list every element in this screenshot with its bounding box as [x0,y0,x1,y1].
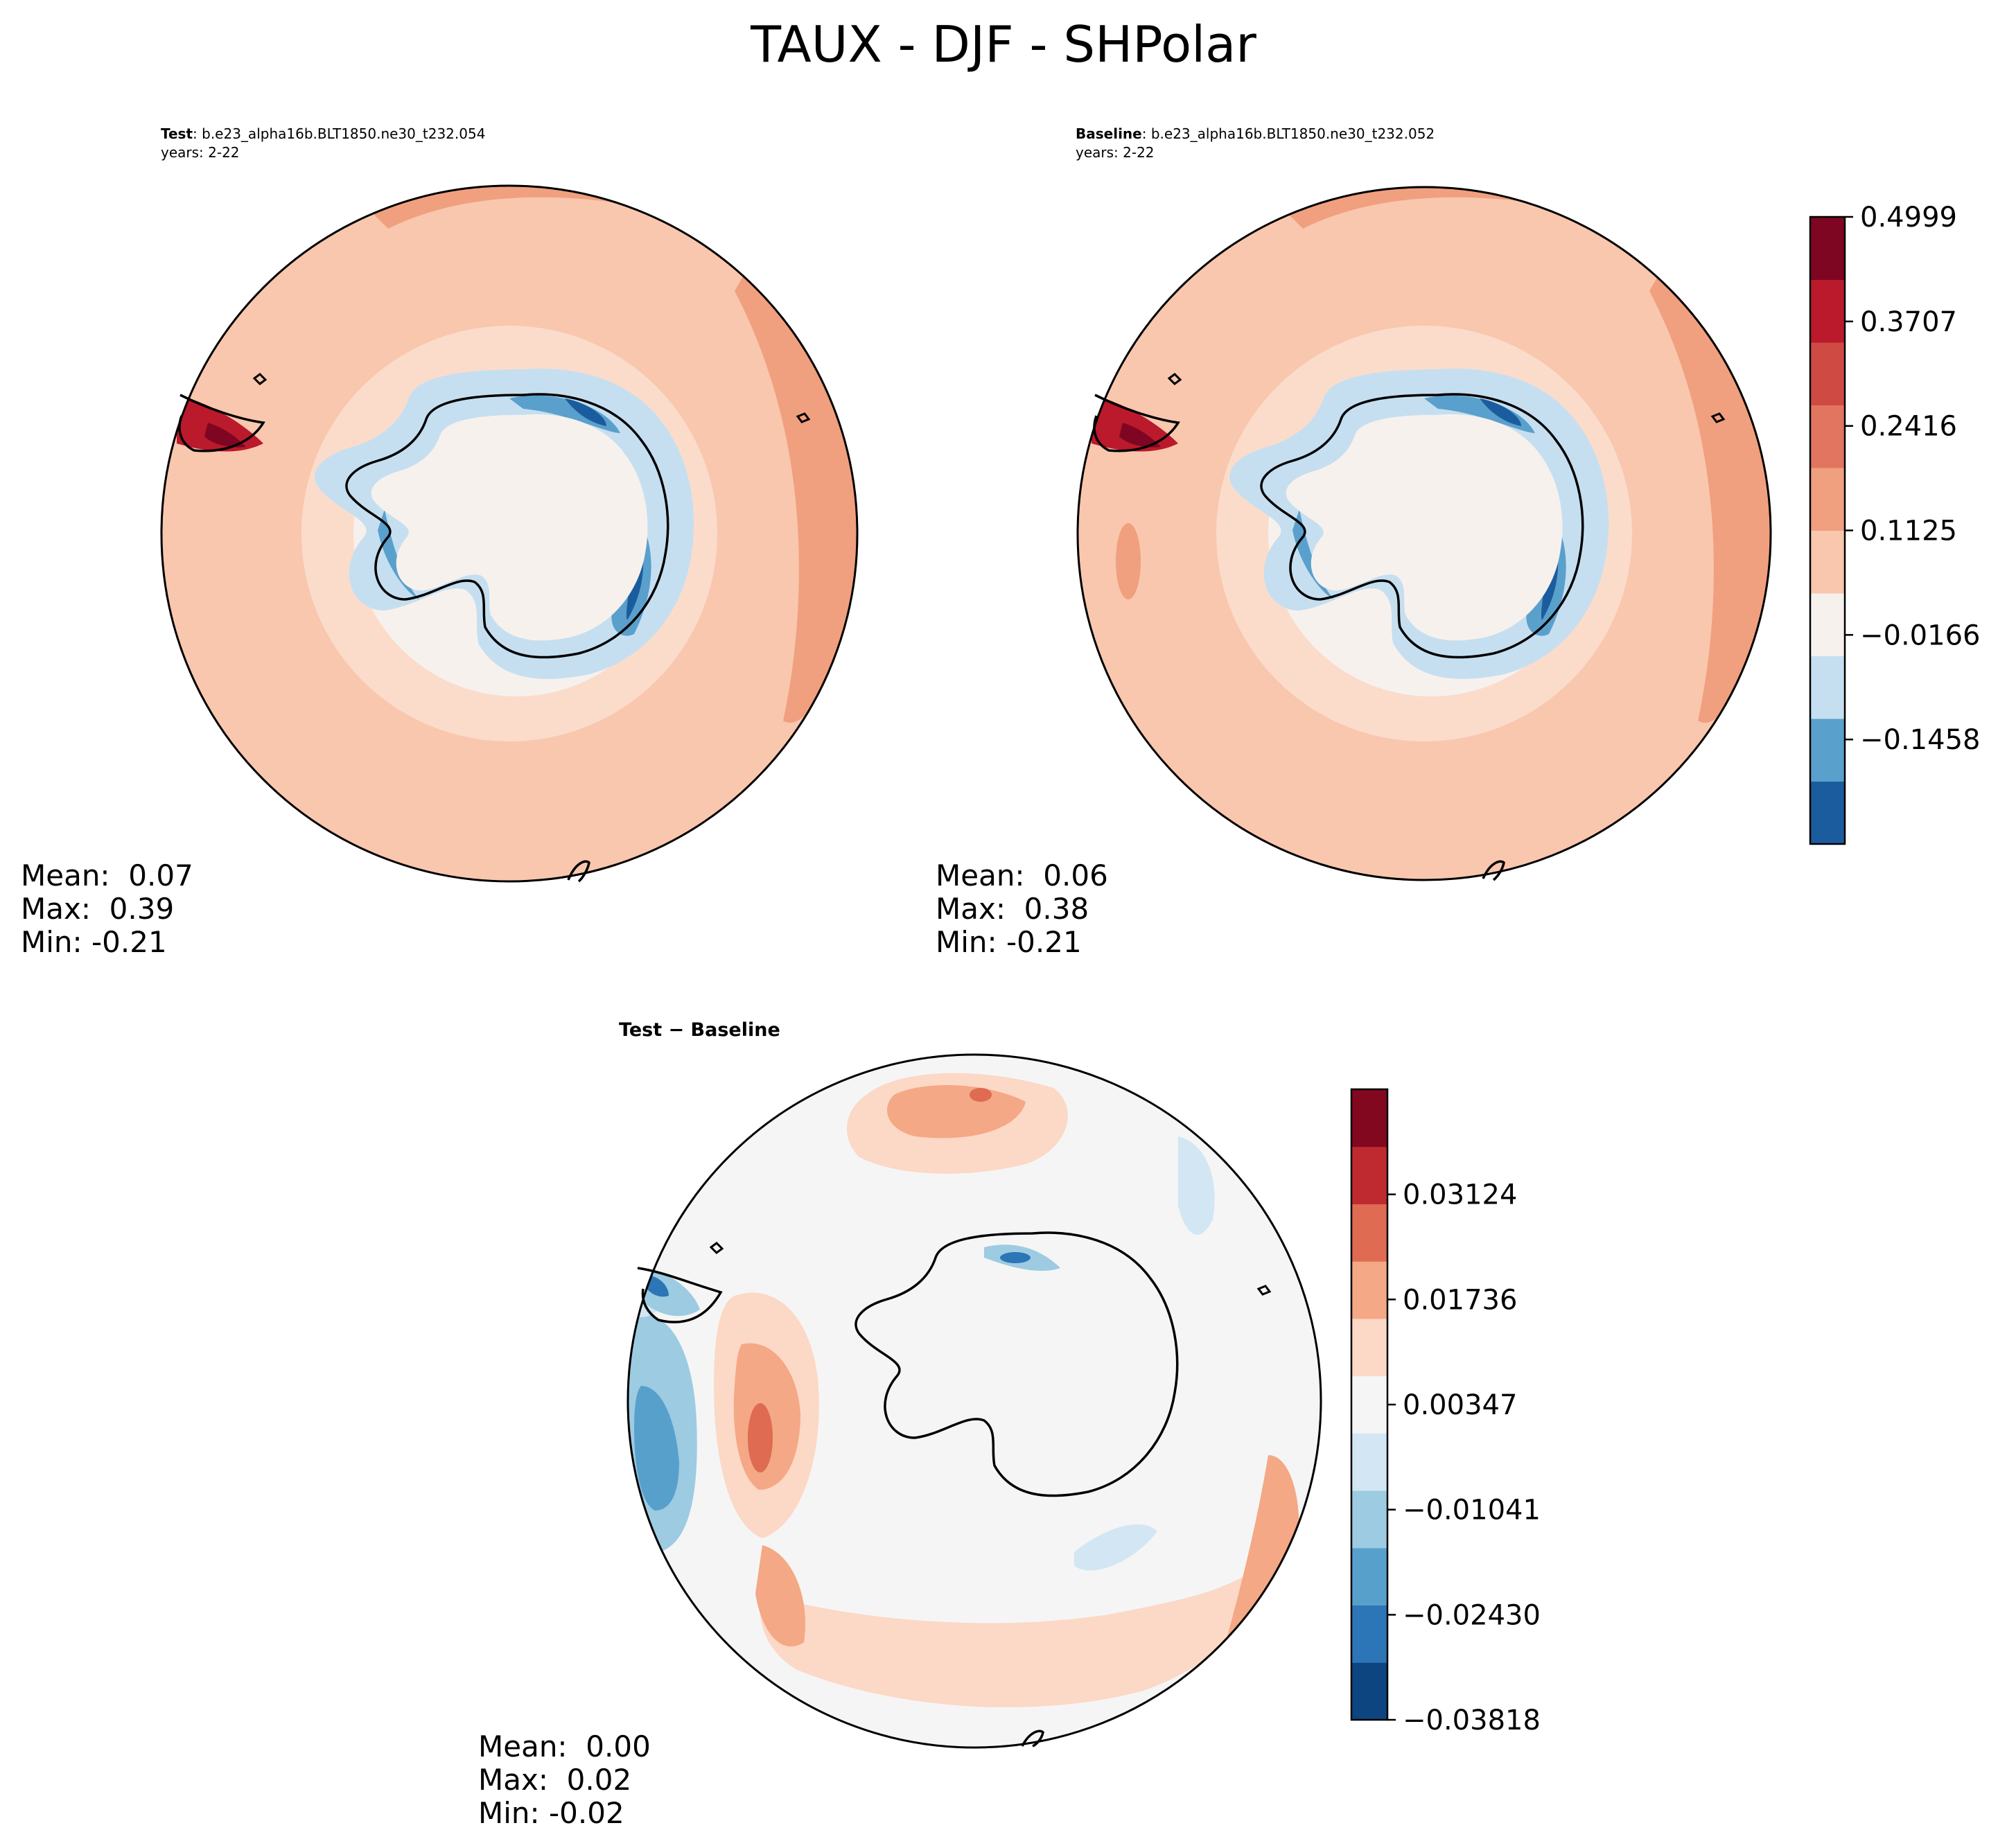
diff-south-america-outline [637,1267,723,1323]
diff-negative-east [1178,1136,1215,1235]
diff-map [626,1053,1322,1749]
baseline-max: Max: 0.38 [936,892,1089,926]
test-stats: Mean: 0.07 Max: 0.39 Min: -0.21 [21,859,193,959]
diff-bottom-coast [1021,1730,1044,1748]
top-colorbar-segment [1810,342,1845,405]
diff-colorbar-segment [1351,1605,1387,1663]
top-colorbar-tick-label: −0.1458 [1860,724,1980,756]
baseline-island-2 [1710,412,1726,423]
baseline-south-america-peak [1092,395,1178,452]
diff-colorbar-segment [1351,1261,1387,1319]
top-colorbar-segment [1810,530,1845,594]
top-colorbar-tick-label: 0.3707 [1860,306,1957,338]
diff-map-fields [628,1073,1299,1707]
diff-mean: Mean: 0.00 [478,1730,651,1763]
diff-positive-west-peak [748,1403,773,1472]
diff-negative-southeast-patch [1074,1524,1157,1571]
diff-colorbar-segment [1351,1089,1387,1147]
top-colorbar: −0.1458 −0.0166 0.1125 0.2416 0.3707 0.4999 [1809,202,1980,845]
test-case-name: b.e23_alpha16b.BLT1850.ne30_t232.054 [202,125,486,142]
baseline-south-america-outline [1093,394,1180,452]
baseline-island-1 [1167,373,1182,385]
test-min: Min: -0.21 [21,925,167,959]
top-colorbar-segment [1810,719,1845,782]
diff-panel-title: Test − Baseline [619,1019,780,1041]
baseline-years: years: 2-22 [1076,144,1155,161]
top-colorbar-segment [1810,279,1845,343]
diff-colorbar-segment [1351,1146,1387,1204]
test-mean: Mean: 0.07 [21,859,193,892]
diff-colorbar-segment [1351,1547,1387,1606]
diff-negative-north-coast-core [1000,1252,1031,1263]
baseline-west-patch [1116,523,1141,599]
diff-max: Max: 0.02 [478,1763,632,1797]
diff-positive-south [760,1566,1262,1707]
test-label: Test [161,125,193,142]
top-colorbar-segment [1810,781,1845,845]
baseline-stats: Mean: 0.06 Max: 0.38 Min: -0.21 [936,859,1108,959]
diff-colorbar-segment [1351,1490,1387,1549]
diff-island-2 [1256,1285,1272,1296]
diff-colorbar-segment [1351,1204,1387,1262]
top-colorbar-segment [1810,655,1845,719]
baseline-min: Min: -0.21 [936,925,1082,959]
baseline-case-name: b.e23_alpha16b.BLT1850.ne30_t232.052 [1150,125,1435,142]
baseline-map [1076,186,1772,881]
diff-negative-west-strong [634,1386,679,1511]
test-years: years: 2-22 [161,144,240,161]
test-south-america-core [204,423,246,448]
diff-colorbar-tick-label: −0.03818 [1403,1705,1541,1736]
test-map-border [160,184,859,883]
diff-min: Min: -0.02 [478,1796,624,1830]
top-colorbar-segment [1810,217,1845,280]
top-colorbar-segment [1810,468,1845,531]
diff-colorbar: −0.03818 −0.02430 −0.01041 0.00347 0.01736 0.… [1350,1088,1541,1736]
baseline-south-america-core [1119,423,1161,448]
diff-colorbar-segment [1351,1318,1387,1377]
baseline-mean: Mean: 0.06 [936,859,1108,892]
diff-colorbar-tick-label: 0.03124 [1403,1179,1517,1211]
test-island-2 [796,412,811,423]
test-south-america-outline [178,394,265,452]
baseline-label: Baseline [1076,125,1142,142]
diff-colorbar-tick-label: −0.01041 [1403,1495,1541,1526]
top-colorbar-tick-label: −0.0166 [1860,619,1980,651]
baseline-map-fields [1092,187,1771,741]
top-colorbar-tick-label: 0.4999 [1860,202,1957,234]
diff-positive-north-peak [970,1088,992,1102]
diff-colorbar-segment [1351,1375,1387,1434]
diff-map-border [626,1053,1322,1749]
top-colorbar-segment [1810,593,1845,656]
test-bottom-coast [567,860,590,883]
diff-colorbar-segment [1351,1662,1387,1721]
baseline-panel-header: Baseline: b.e23_alpha16b.BLT1850.ne30_t2… [1076,125,1435,161]
diff-island-1 [709,1242,724,1254]
test-south-america-peak [177,395,263,452]
test-map [160,184,859,883]
diff-map-background [628,1055,1321,1748]
diff-stats: Mean: 0.00 Max: 0.02 Min: -0.02 [478,1730,651,1830]
baseline-bottom-coast [1482,860,1505,881]
diff-positive-north-strong [887,1085,1026,1138]
baseline-map-border [1076,186,1772,881]
top-colorbar-tick-label: 0.1125 [1860,516,1957,547]
diff-colorbar-tick-label: −0.02430 [1403,1599,1541,1631]
diff-colorbar-segment [1351,1433,1387,1491]
test-max: Max: 0.39 [21,892,175,926]
test-island-1 [252,373,268,385]
top-colorbar-tick-label: 0.2416 [1860,411,1957,443]
diff-colorbar-tick-label: 0.01736 [1403,1284,1517,1316]
diff-positive-south-west [755,1545,805,1647]
test-panel-header: Test: b.e23_alpha16b.BLT1850.ne30_t232.0… [161,125,486,161]
diff-colorbar-tick-label: 0.00347 [1403,1389,1517,1421]
page-title: TAUX - DJF - SHPolar [751,15,1256,73]
top-colorbar-segment [1810,405,1845,468]
